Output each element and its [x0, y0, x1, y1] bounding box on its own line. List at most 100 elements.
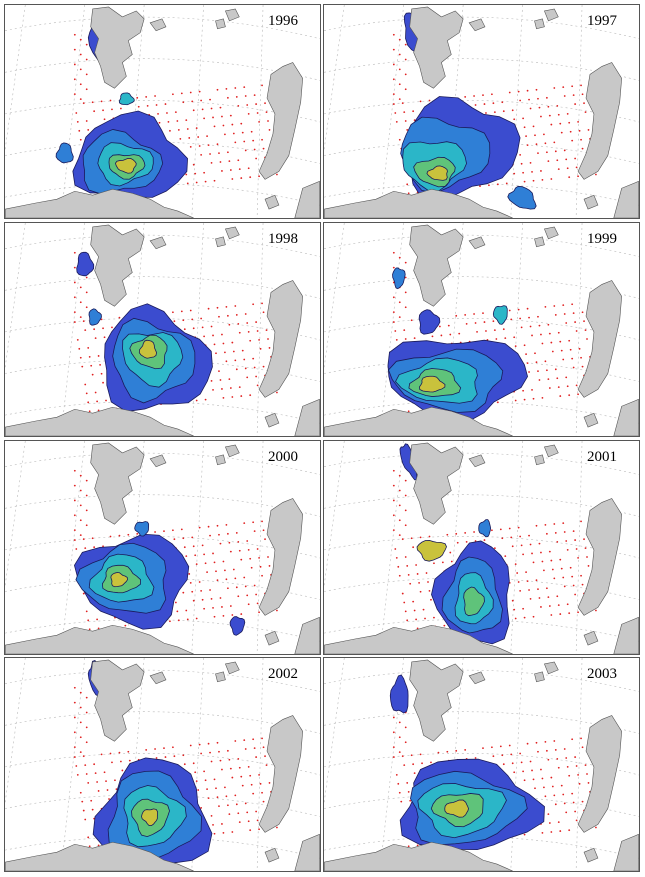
contour-field — [74, 521, 246, 636]
station-dot — [419, 536, 422, 539]
station-dot — [511, 109, 514, 112]
station-dot — [261, 574, 263, 577]
station-dot — [180, 92, 183, 95]
contour-field — [387, 267, 528, 423]
station-dot — [419, 590, 422, 593]
station-dot — [180, 310, 183, 313]
station-dot — [219, 542, 222, 545]
station-dot — [581, 365, 584, 368]
year-label: 2003 — [587, 666, 617, 682]
station-dot — [545, 369, 548, 372]
map-panel-1998: 1998 — [4, 222, 321, 437]
station-dot — [528, 316, 530, 319]
station-dot — [538, 597, 541, 599]
station-dot — [565, 757, 568, 759]
longitude-line — [575, 223, 583, 436]
station-dot — [565, 158, 568, 161]
longitude-line — [510, 658, 523, 871]
station-dot — [198, 90, 201, 93]
novaya-zemlya — [258, 715, 303, 833]
station-dot — [529, 325, 532, 328]
contour-level — [419, 375, 446, 393]
station-dot — [209, 98, 211, 101]
station-dot — [172, 93, 174, 96]
barents-coast — [324, 841, 513, 871]
map-panel-2003: 2003 — [323, 657, 640, 872]
station-dot — [568, 339, 571, 342]
station-dot — [82, 592, 85, 595]
contour-level — [507, 185, 537, 210]
station-dot — [253, 148, 256, 151]
station-dot — [541, 178, 544, 181]
station-dot — [84, 383, 87, 386]
station-dot — [531, 170, 533, 173]
station-dot — [253, 584, 256, 587]
year-label: 2002 — [268, 666, 298, 682]
station-dot — [501, 754, 504, 757]
map-panel-1997: 1997 — [323, 4, 640, 219]
station-dot — [410, 754, 413, 757]
station-dot — [440, 334, 443, 337]
station-dot — [514, 617, 517, 620]
station-dot — [73, 701, 76, 704]
station-dot — [532, 179, 535, 182]
station-dot — [398, 68, 401, 71]
station-dot — [195, 617, 198, 620]
station-dot — [188, 573, 191, 575]
station-dot — [578, 129, 581, 132]
station-dot — [247, 548, 250, 551]
station-dot — [119, 760, 122, 763]
kong-karls-land — [149, 18, 167, 32]
station-dot — [76, 339, 79, 341]
station-dot — [581, 93, 584, 96]
station-dot — [557, 766, 560, 769]
station-dot — [97, 844, 100, 847]
station-dot — [430, 761, 432, 764]
station-dot — [392, 48, 395, 51]
station-dot — [85, 610, 88, 613]
station-dot — [398, 474, 401, 477]
station-dot — [580, 737, 582, 740]
station-dot — [209, 534, 211, 537]
station-dot — [258, 121, 260, 123]
station-dot — [250, 783, 253, 786]
contour-level — [463, 586, 485, 617]
station-dot — [268, 565, 271, 567]
station-dot — [256, 112, 259, 114]
station-dot — [276, 826, 278, 829]
contour-field — [389, 674, 545, 850]
station-dot — [406, 129, 409, 131]
station-dot — [517, 90, 520, 93]
station-dot — [409, 582, 412, 585]
novaya-zemlya — [258, 62, 303, 180]
station-dot — [397, 565, 400, 568]
station-dot — [79, 706, 82, 709]
station-dot — [392, 63, 395, 66]
station-dot — [581, 583, 584, 586]
station-dot — [541, 560, 544, 563]
station-dot — [520, 544, 523, 547]
barents-coast — [5, 188, 194, 218]
novaya-zemlya — [577, 498, 622, 616]
longitude-line — [575, 658, 583, 871]
station-dot — [210, 380, 213, 382]
station-dot — [401, 592, 404, 595]
longitude-line — [126, 223, 145, 436]
kong-karls-land — [468, 236, 486, 250]
station-dot — [398, 38, 401, 41]
station-dot — [183, 546, 186, 549]
longitude-line — [324, 5, 345, 153]
station-dot — [85, 392, 88, 395]
station-dot — [212, 823, 214, 826]
station-dot — [85, 494, 88, 497]
station-dot — [216, 524, 219, 527]
station-dot — [212, 552, 214, 555]
station-dot — [428, 590, 431, 592]
barents-coast — [613, 180, 639, 218]
station-dot — [195, 563, 198, 566]
station-dot — [584, 547, 587, 549]
station-dot — [207, 307, 210, 310]
longitude-line — [191, 441, 204, 654]
station-dot — [219, 379, 222, 381]
station-dot — [81, 800, 84, 803]
